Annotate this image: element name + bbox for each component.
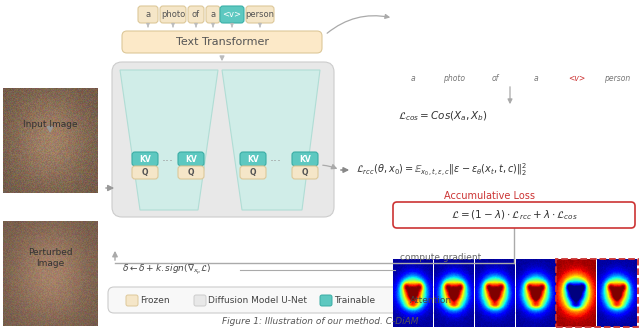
Text: Accumulative Loss: Accumulative Loss [445, 191, 536, 201]
FancyBboxPatch shape [220, 6, 244, 23]
Text: Diffusion Model U-Net: Diffusion Model U-Net [208, 296, 307, 305]
Text: a: a [534, 74, 538, 83]
FancyBboxPatch shape [132, 166, 158, 179]
FancyBboxPatch shape [240, 166, 266, 179]
Text: $\mathcal{L} = (1-\lambda)\cdot\mathcal{L}_{rcc} + \lambda\cdot\mathcal{L}_{cos}: $\mathcal{L} = (1-\lambda)\cdot\mathcal{… [451, 208, 577, 222]
FancyBboxPatch shape [240, 152, 266, 166]
Text: Trainable: Trainable [334, 296, 375, 305]
Text: Text Transformer: Text Transformer [175, 37, 269, 47]
FancyBboxPatch shape [178, 152, 204, 166]
Text: KV: KV [299, 155, 311, 164]
Text: person: person [246, 10, 275, 19]
Text: Frozen: Frozen [140, 296, 170, 305]
Text: KV: KV [139, 155, 151, 164]
Text: KV: KV [247, 155, 259, 164]
FancyBboxPatch shape [122, 31, 322, 53]
Polygon shape [120, 70, 218, 210]
Text: ···: ··· [162, 156, 174, 168]
FancyBboxPatch shape [138, 6, 158, 23]
Text: a: a [211, 10, 216, 19]
FancyBboxPatch shape [194, 295, 206, 306]
FancyBboxPatch shape [206, 6, 220, 23]
FancyBboxPatch shape [320, 295, 332, 306]
Text: ···: ··· [270, 156, 282, 168]
FancyBboxPatch shape [126, 295, 138, 306]
Text: Perturbed
Image: Perturbed Image [28, 248, 72, 268]
Text: Q: Q [141, 168, 148, 177]
FancyBboxPatch shape [178, 166, 204, 179]
FancyBboxPatch shape [160, 6, 186, 23]
Text: compute gradient: compute gradient [400, 254, 481, 263]
FancyBboxPatch shape [292, 152, 318, 166]
Text: photo: photo [444, 74, 465, 83]
Text: a: a [145, 10, 150, 19]
FancyBboxPatch shape [112, 62, 334, 217]
FancyBboxPatch shape [292, 166, 318, 179]
Text: photo: photo [161, 10, 185, 19]
FancyBboxPatch shape [132, 152, 158, 166]
Polygon shape [222, 70, 320, 210]
FancyBboxPatch shape [396, 295, 408, 306]
Text: Q: Q [250, 168, 256, 177]
Text: <v>: <v> [568, 74, 586, 83]
Text: KV: KV [185, 155, 197, 164]
FancyBboxPatch shape [393, 202, 635, 228]
Text: <v>: <v> [223, 10, 241, 19]
Text: of: of [192, 10, 200, 19]
Text: $\mathcal{L}_{rcc}(\theta, x_0) = \mathbb{E}_{x_0,t,\epsilon,c}\|\epsilon - \eps: $\mathcal{L}_{rcc}(\theta, x_0) = \mathb… [356, 162, 527, 178]
Text: person: person [604, 74, 630, 83]
Text: a: a [411, 74, 416, 83]
Text: Q: Q [301, 168, 308, 177]
Text: Attention: Attention [410, 296, 452, 305]
Text: of: of [492, 74, 499, 83]
FancyBboxPatch shape [188, 6, 204, 23]
Text: $\mathcal{L}_{cos} = Cos(X_a, X_b)$: $\mathcal{L}_{cos} = Cos(X_a, X_b)$ [398, 109, 488, 123]
FancyBboxPatch shape [108, 287, 540, 313]
Text: Input Image: Input Image [22, 120, 77, 129]
Text: $\delta \leftarrow \delta + k.sign(\nabla_{x_p}\mathcal{L})$: $\delta \leftarrow \delta + k.sign(\nabl… [122, 263, 211, 277]
Text: Q: Q [188, 168, 195, 177]
FancyBboxPatch shape [246, 6, 274, 23]
Text: Figure 1: Illustration of our method. C-DiAM: Figure 1: Illustration of our method. C-… [221, 317, 419, 326]
